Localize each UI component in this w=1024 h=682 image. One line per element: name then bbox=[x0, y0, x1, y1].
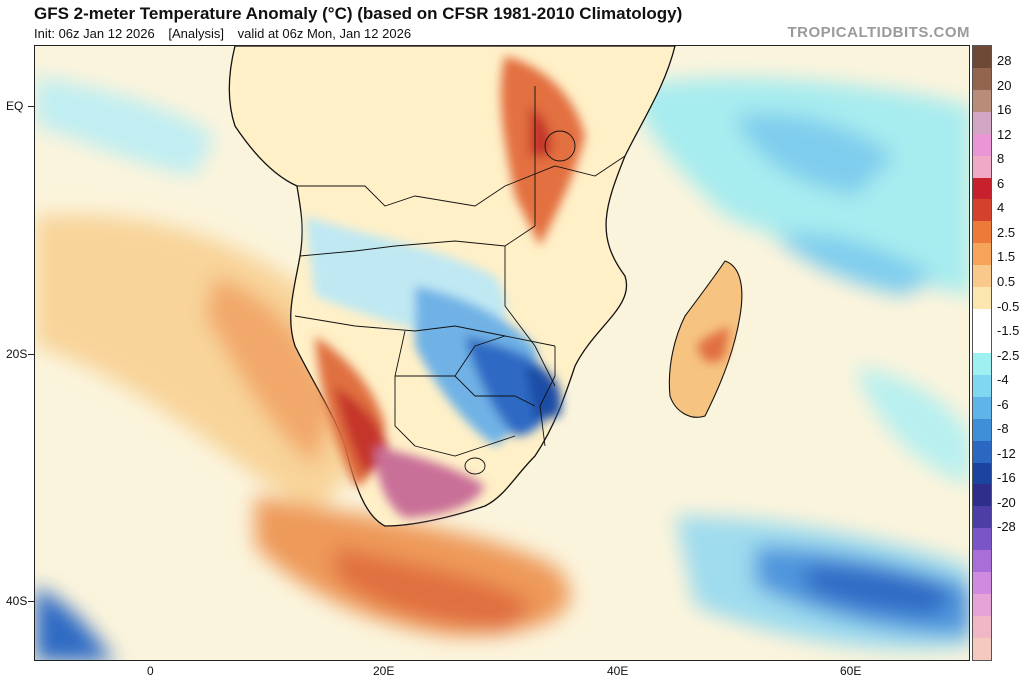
colorbar-label: -20 bbox=[997, 494, 1016, 510]
colorbar-label: -28 bbox=[997, 519, 1016, 535]
lon-label-40e: 40E bbox=[607, 664, 629, 678]
colorbar-swatch bbox=[973, 615, 991, 638]
anomaly-map-canvas bbox=[35, 46, 969, 660]
colorbar-swatch bbox=[973, 155, 991, 178]
colorbar-swatch bbox=[973, 594, 991, 616]
colorbar-swatch bbox=[973, 396, 991, 419]
colorbar-label: -12 bbox=[997, 445, 1016, 461]
colorbar-swatch bbox=[973, 528, 991, 551]
analysis-tag: [Analysis] bbox=[168, 26, 224, 41]
chart-title: GFS 2-meter Temperature Anomaly (°C) (ba… bbox=[34, 4, 683, 23]
colorbar-swatch bbox=[973, 133, 991, 156]
colorbar-label: -1.5 bbox=[997, 323, 1020, 339]
colorbar-label: 12 bbox=[997, 126, 1012, 142]
colorbar-swatch bbox=[973, 550, 991, 573]
lon-label-60e: 60E bbox=[840, 664, 862, 678]
colorbar-swatch bbox=[973, 287, 991, 310]
colorbar-swatch bbox=[973, 89, 991, 112]
colorbar-swatch bbox=[973, 572, 991, 595]
colorbar-label: 4 bbox=[997, 200, 1005, 216]
valid-time: valid at 06z Mon, Jan 12 2026 bbox=[237, 26, 412, 41]
country-borders bbox=[294, 86, 626, 475]
colorbar-swatch bbox=[973, 46, 991, 68]
colorbar-swatch bbox=[973, 309, 991, 331]
colorbar-label: 0.5 bbox=[997, 273, 1016, 289]
colorbar-label: 8 bbox=[997, 151, 1005, 167]
colorbar-swatch bbox=[973, 374, 991, 397]
colorbar-swatch bbox=[973, 484, 991, 507]
lat-label-20s: 20S bbox=[6, 347, 28, 361]
colorbar-swatch bbox=[973, 462, 991, 485]
colorbar bbox=[972, 45, 992, 661]
colorbar-swatch bbox=[973, 352, 991, 375]
anomaly-map bbox=[34, 45, 970, 661]
colorbar-swatch bbox=[973, 265, 991, 288]
ocean-anomaly-field bbox=[35, 76, 969, 660]
colorbar-label: -16 bbox=[997, 470, 1016, 486]
run-info: Init: 06z Jan 12 2026 [Analysis] valid a… bbox=[34, 26, 421, 41]
lat-tick-40s bbox=[28, 601, 34, 602]
lon-label-0: 0 bbox=[147, 664, 154, 678]
lat-label-eq: EQ bbox=[6, 99, 24, 113]
site-credit[interactable]: TROPICALTIDBITS.COM bbox=[787, 24, 970, 41]
init-time: Init: 06z Jan 12 2026 bbox=[34, 26, 155, 41]
colorbar-label: 20 bbox=[997, 77, 1012, 93]
colorbar-swatch bbox=[973, 67, 991, 90]
colorbar-swatch bbox=[973, 418, 991, 441]
colorbar-swatch bbox=[973, 637, 991, 660]
colorbar-label: 28 bbox=[997, 53, 1012, 68]
lat-tick-eq bbox=[28, 106, 34, 107]
colorbar-label: 6 bbox=[997, 175, 1005, 191]
colorbar-swatch bbox=[973, 506, 991, 529]
colorbar-label: 2.5 bbox=[997, 224, 1016, 240]
colorbar-swatch bbox=[973, 330, 991, 353]
africa-landmass bbox=[228, 46, 743, 527]
lat-label-40s: 40S bbox=[6, 594, 28, 608]
colorbar-label: 1.5 bbox=[997, 249, 1016, 265]
colorbar-label: 16 bbox=[997, 102, 1012, 118]
lat-tick-20s bbox=[28, 354, 34, 355]
colorbar-label: -2.5 bbox=[997, 347, 1020, 363]
colorbar-label: -8 bbox=[997, 421, 1009, 437]
colorbar-swatch bbox=[973, 221, 991, 244]
colorbar-label: -4 bbox=[997, 372, 1009, 388]
colorbar-label: -0.5 bbox=[997, 298, 1020, 314]
colorbar-swatch bbox=[973, 177, 991, 200]
lon-label-20e: 20E bbox=[373, 664, 395, 678]
colorbar-label: -6 bbox=[997, 396, 1009, 412]
colorbar-swatch bbox=[973, 111, 991, 134]
colorbar-swatch bbox=[973, 243, 991, 266]
colorbar-swatch bbox=[973, 440, 991, 463]
colorbar-swatch bbox=[973, 199, 991, 222]
